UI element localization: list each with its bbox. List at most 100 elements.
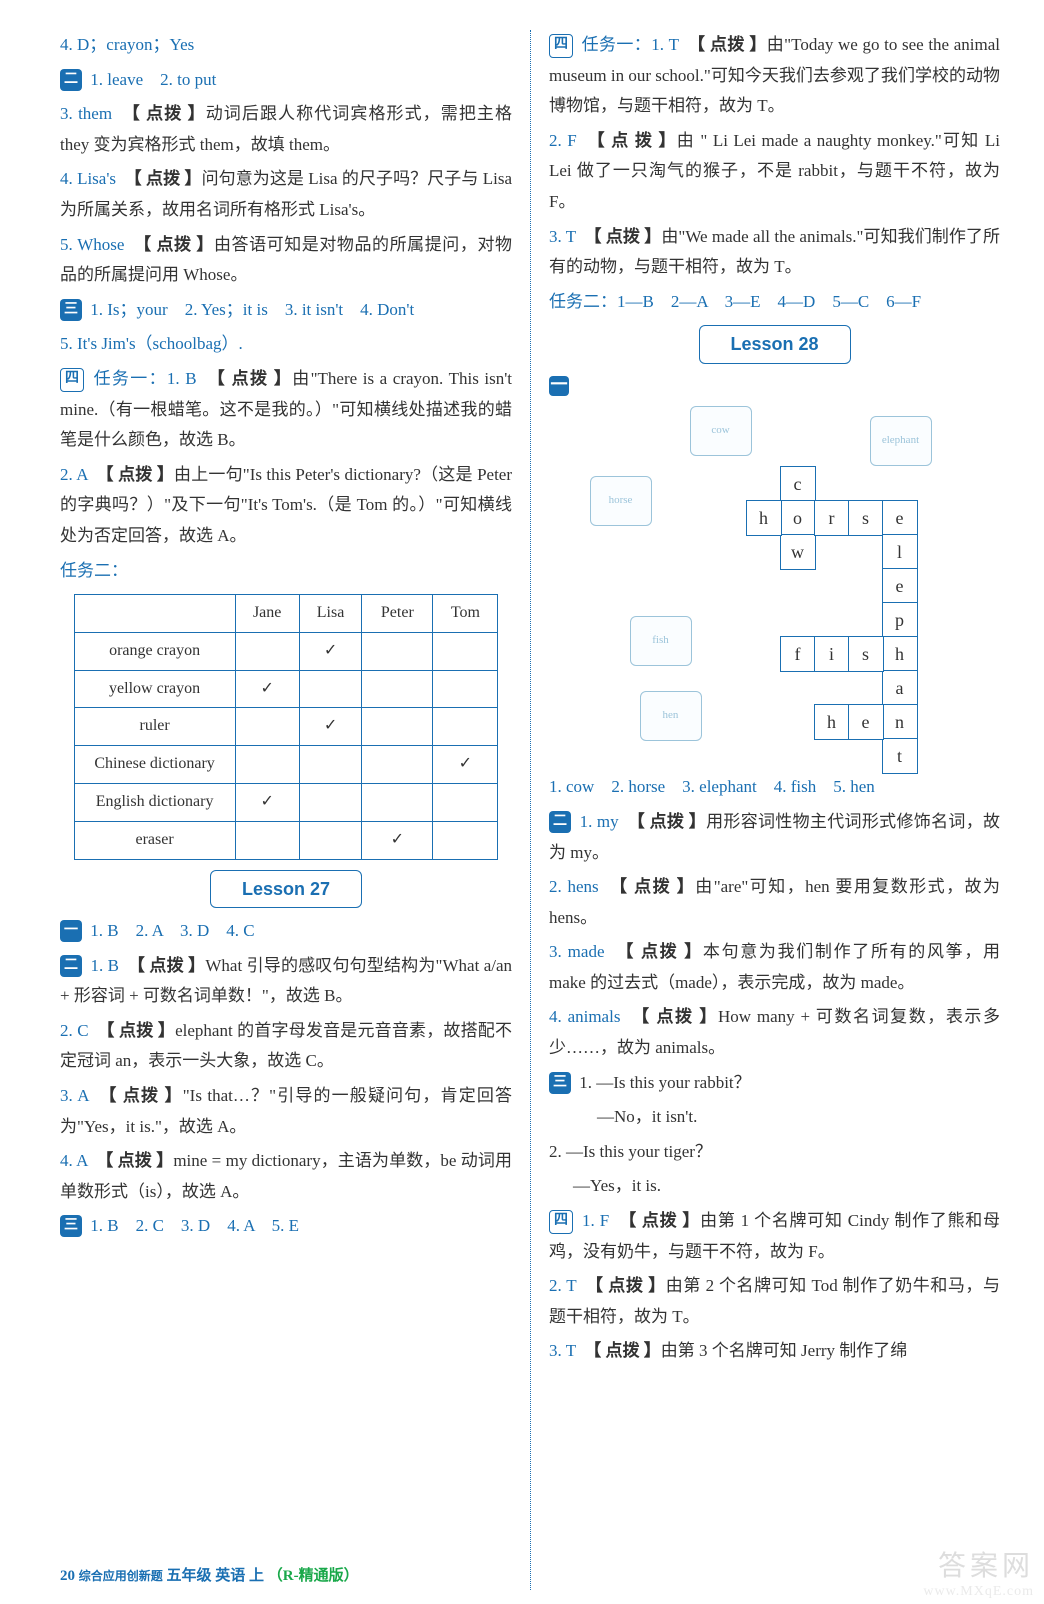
footer-edition: （R-精通版） <box>268 1568 359 1584</box>
cw-cell: n <box>882 704 918 740</box>
table-head <box>74 595 235 633</box>
ans: 3. made <box>549 942 625 961</box>
left-column: 4. D；crayon；Yes 二 1. leave 2. to put 3. … <box>60 30 530 1590</box>
lesson-28-header: Lesson 28 <box>699 325 851 363</box>
table-cell: ✓ <box>299 632 362 670</box>
tip-label: 【 点拨 】 <box>131 104 205 123</box>
dialogue: —No，it isn't. <box>597 1107 697 1126</box>
table-cell: eraser <box>74 821 235 859</box>
ans: 5. It's Jim's（schoolbag）. <box>60 334 243 353</box>
hen-icon: hen <box>640 691 702 741</box>
table-cell <box>362 632 433 670</box>
ans: 4. Lisa's <box>60 169 133 188</box>
ans: 1. cow 2. horse 3. elephant 4. fish 5. h… <box>549 777 875 796</box>
table-cell <box>299 746 362 784</box>
elephant-icon: elephant <box>870 416 932 466</box>
ans: 2. C <box>60 1021 106 1040</box>
ans: 2. F <box>549 131 596 150</box>
ans: 3. A <box>60 1086 108 1105</box>
table-cell <box>235 746 299 784</box>
cw-cell: a <box>882 670 918 706</box>
ans: 2. A <box>60 465 105 484</box>
table-cell: English dictionary <box>74 784 235 822</box>
horse-icon: horse <box>590 476 652 526</box>
dialogue: 2. —Is this your tiger？ <box>549 1142 712 1161</box>
task2-label: 任务二： <box>60 561 128 580</box>
section-icon-2: 二 <box>60 955 82 977</box>
section-icon-1: 一 <box>549 376 569 396</box>
table-cell: ✓ <box>362 821 433 859</box>
ans: 1. B 2. A 3. D 4. C <box>90 921 254 940</box>
ans: 2. T <box>549 1276 594 1295</box>
task-label: 任务一：1. B <box>94 369 217 388</box>
cw-cell: h <box>746 500 782 536</box>
table-cell: yellow crayon <box>74 670 235 708</box>
cw-cell: s <box>848 636 884 672</box>
tip-label: 【 点拨 】 <box>106 1021 175 1040</box>
cw-cell: c <box>780 466 816 502</box>
footer-brand: 综合应用创新题 <box>79 1569 163 1583</box>
table-head: Peter <box>362 595 433 633</box>
cw-cell: p <box>882 602 918 638</box>
cw-cell: f <box>780 636 816 672</box>
table-cell <box>299 821 362 859</box>
ans: 1. leave 2. to put <box>90 70 216 89</box>
fish-icon: fish <box>630 616 692 666</box>
cw-cell: o <box>780 500 816 536</box>
tip-label: 【 点 拨 】 <box>596 131 677 150</box>
lesson-27-header: Lesson 27 <box>210 870 362 908</box>
task-label: 任务一：1. T <box>582 35 697 54</box>
table-head: Tom <box>433 595 498 633</box>
watermark-url: www.MXqE.com <box>923 1579 1034 1604</box>
crossword: cow elephant horse fish hen c o w h r s … <box>560 406 990 766</box>
ans: 1. B <box>90 956 136 975</box>
section-icon-2: 二 <box>60 69 82 91</box>
tip-label: 【 点拨 】 <box>216 369 292 388</box>
section-icon-1: 一 <box>60 920 82 942</box>
table-cell <box>235 708 299 746</box>
table-cell <box>433 708 498 746</box>
section-icon-4: 四 <box>60 368 84 392</box>
ans: 5. Whose <box>60 235 143 254</box>
section-icon-4: 四 <box>549 1210 573 1234</box>
tip-label: 【 点拨 】 <box>105 1151 174 1170</box>
cow-icon: cow <box>690 406 752 456</box>
cw-cell: t <box>882 738 918 774</box>
table-cell <box>433 632 498 670</box>
dialogue: 1. —Is this your rabbit？ <box>579 1073 750 1092</box>
tip-label: 【 点拨 】 <box>133 169 201 188</box>
tip-label: 【 点拨 】 <box>641 1007 718 1026</box>
table-cell <box>362 746 433 784</box>
dialogue: —Yes，it is. <box>573 1176 661 1195</box>
tip-label: 【 点拨 】 <box>594 1276 665 1295</box>
ans: 3. T <box>549 227 593 246</box>
cw-cell: i <box>814 636 850 672</box>
cw-cell: e <box>848 704 884 740</box>
table-cell <box>299 784 362 822</box>
cw-cell: e <box>882 568 918 604</box>
table-head: Lisa <box>299 595 362 633</box>
table-cell <box>362 784 433 822</box>
cw-cell: h <box>882 636 918 672</box>
cw-cell: l <box>882 534 918 570</box>
tip-label: 【 点拨 】 <box>619 877 696 896</box>
table-cell: Chinese dictionary <box>74 746 235 784</box>
tip-label: 【 点拨 】 <box>105 465 174 484</box>
ans: 4. animals <box>549 1007 641 1026</box>
table-cell: ruler <box>74 708 235 746</box>
cw-cell: r <box>814 500 850 536</box>
ans: 4. A <box>60 1151 105 1170</box>
table-cell <box>235 821 299 859</box>
tip-label: 【 点拨 】 <box>636 812 706 831</box>
table-cell: ✓ <box>235 670 299 708</box>
page-number: 20 <box>60 1568 75 1584</box>
ans: 4. D；crayon；Yes <box>60 35 194 54</box>
section-icon-4: 四 <box>549 34 573 58</box>
answer-table: Jane Lisa Peter Tom orange crayon✓ yello… <box>74 594 499 860</box>
table-cell: orange crayon <box>74 632 235 670</box>
table-cell <box>433 821 498 859</box>
tip-label: 【 点拨 】 <box>136 956 205 975</box>
table-head: Jane <box>235 595 299 633</box>
table-cell <box>433 670 498 708</box>
tip-label: 【 点拨 】 <box>625 942 703 961</box>
